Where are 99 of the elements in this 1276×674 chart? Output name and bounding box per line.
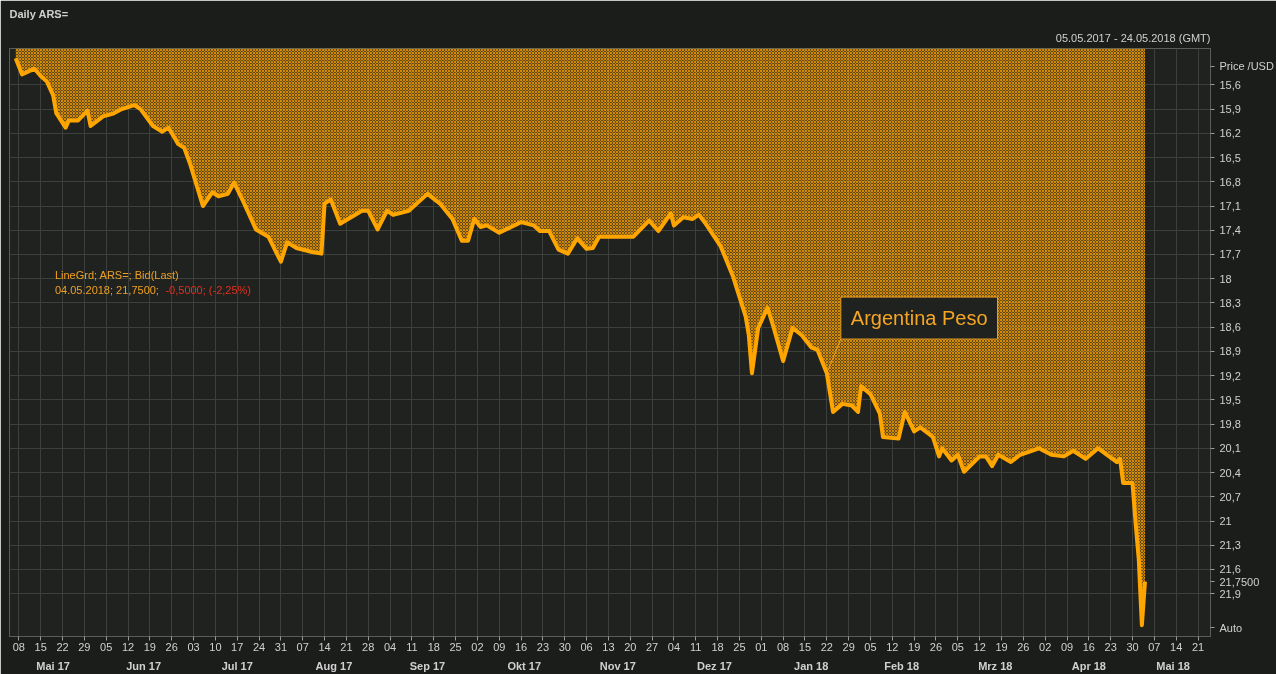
chart-subtitle: 05.05.2017 - 24.05.2018 (GMT)	[1055, 31, 1211, 44]
x2-tick-label: Okt 17	[507, 659, 542, 672]
x-tick-label: 26	[929, 640, 943, 653]
y-tick-label: 18,9	[1219, 345, 1241, 358]
x-tick-label: 31	[274, 640, 288, 653]
annotation: -0,5000; (-2,25%)	[165, 283, 252, 296]
annotation: LineGrd; ARS=; Bid(Last)	[54, 268, 179, 281]
x-tick-label: 13	[602, 640, 615, 653]
x-tick-label: 19	[908, 640, 921, 653]
x-tick-label: 23	[536, 640, 550, 653]
annotation: Argentina Peso	[850, 307, 988, 330]
x-tick-label: 24	[252, 640, 266, 653]
y-tick-label: 18,6	[1219, 321, 1241, 334]
x2-tick-label: Apr 18	[1071, 659, 1106, 672]
x-tick-label: 19	[995, 640, 1008, 653]
x-tick-label: 21	[340, 640, 353, 653]
x-tick-label: 30	[1126, 640, 1139, 653]
y-tick-label: 17,4	[1219, 224, 1241, 237]
x-tick-label: 09	[1060, 640, 1074, 653]
y-axis-title: Price /USD	[1219, 60, 1274, 73]
x-tick-label: 16	[1082, 640, 1095, 653]
x2-tick-label: Feb 18	[884, 659, 920, 672]
x-tick-label: 27	[646, 640, 659, 653]
x-tick-label: 02	[1039, 640, 1052, 653]
x-tick-label: 11	[690, 640, 702, 653]
y-tick-label: 16,8	[1219, 175, 1241, 188]
y-tick-label: 16,2	[1219, 127, 1241, 140]
x2-tick-label: Dez 17	[697, 659, 732, 672]
x-tick-label: 02	[471, 640, 484, 653]
y-tick-label: 21,3	[1219, 539, 1241, 552]
chart-title: Daily ARS=	[9, 7, 69, 20]
x-tick-label: 16	[514, 640, 528, 653]
x-tick-label: 01	[755, 640, 768, 653]
x-tick-label: 18	[427, 640, 440, 653]
x2-tick-label: Jun 17	[126, 659, 162, 672]
text: 21,7500	[1219, 575, 1260, 588]
y-tick-label: 20,1	[1219, 442, 1241, 455]
x-tick-label: 15	[34, 640, 47, 653]
x-tick-label: 26	[1017, 640, 1030, 653]
x-tick-label: 28	[362, 640, 375, 653]
x-tick-label: 22	[56, 640, 69, 653]
y-tick-label: 19,5	[1219, 393, 1241, 406]
x-tick-label: 30	[558, 640, 571, 653]
x-tick-label: 17	[231, 640, 244, 653]
x-tick-label: 07	[1148, 640, 1161, 653]
y-tick-label: 21	[1219, 515, 1232, 527]
y-tick-label: 21,9	[1219, 587, 1241, 600]
x-tick-label: 22	[820, 640, 833, 653]
x2-tick-label: Mrz 18	[978, 659, 1013, 672]
x2-tick-label: Jan 18	[794, 659, 829, 672]
x2-tick-label: Sep 17	[409, 659, 446, 672]
x-tick-label: 06	[580, 640, 593, 653]
x-tick-label: 05	[951, 640, 964, 653]
y-tick-label: 15,9	[1219, 103, 1241, 116]
y-tick-label: 17,1	[1219, 200, 1241, 212]
x-tick-label: 12	[121, 640, 135, 653]
x-tick-label: 07	[296, 640, 309, 653]
x-tick-label: 08	[12, 640, 25, 653]
x-tick-label: 11	[406, 640, 418, 653]
x-tick-label: 12	[886, 640, 899, 653]
x-tick-label: 14	[318, 640, 331, 653]
x-tick-label: 10	[209, 640, 222, 653]
x-tick-label: 21	[1191, 640, 1205, 653]
y-tick-label: 16,5	[1219, 151, 1241, 164]
x-tick-label: 19	[143, 640, 157, 653]
y-tick-label: 18,3	[1219, 296, 1241, 309]
x-tick-label: 09	[493, 640, 506, 653]
x-tick-label: 03	[187, 640, 200, 653]
y-tick-label: 20,7	[1219, 490, 1241, 503]
y-tick-label: 19,2	[1219, 369, 1241, 382]
x-tick-label: 15	[798, 640, 812, 653]
y-tick-label: 18	[1219, 272, 1232, 285]
x-tick-label: 23	[1104, 640, 1117, 653]
x2-tick-label: Aug 17	[315, 659, 353, 672]
x2-tick-label: Jul 17	[221, 659, 253, 672]
y-tick-label: 17,7	[1219, 248, 1241, 261]
x2-tick-label: Mai 17	[36, 659, 70, 672]
x-tick-label: 29	[842, 640, 855, 653]
x-tick-label: 05	[100, 640, 113, 653]
x-tick-label: 08	[777, 640, 790, 653]
x-tick-label: 14	[1170, 640, 1183, 653]
x-tick-label: 12	[973, 640, 986, 653]
x-tick-label: 29	[78, 640, 91, 653]
x-tick-label: 25	[733, 640, 746, 653]
x-tick-label: 05	[864, 640, 877, 653]
y-tick-label: 15,6	[1219, 78, 1241, 91]
x-tick-label: 26	[165, 640, 178, 653]
x-tick-label: 20	[624, 640, 637, 653]
x-tick-label: 04	[667, 640, 681, 653]
y-tick-label: 20,4	[1219, 466, 1241, 479]
x2-tick-label: Mai 18	[1156, 659, 1190, 672]
y-tick-label: 21,6	[1219, 563, 1241, 576]
x-tick-label: 04	[383, 640, 397, 653]
x2-tick-label: Nov 17	[599, 659, 636, 672]
x-tick-label: 18	[711, 640, 724, 653]
text: Auto	[1219, 621, 1243, 634]
annotation: 04.05.2018; 21,7500;	[54, 283, 159, 296]
x-tick-label: 25	[449, 640, 462, 653]
y-tick-label: 19,8	[1219, 418, 1241, 431]
